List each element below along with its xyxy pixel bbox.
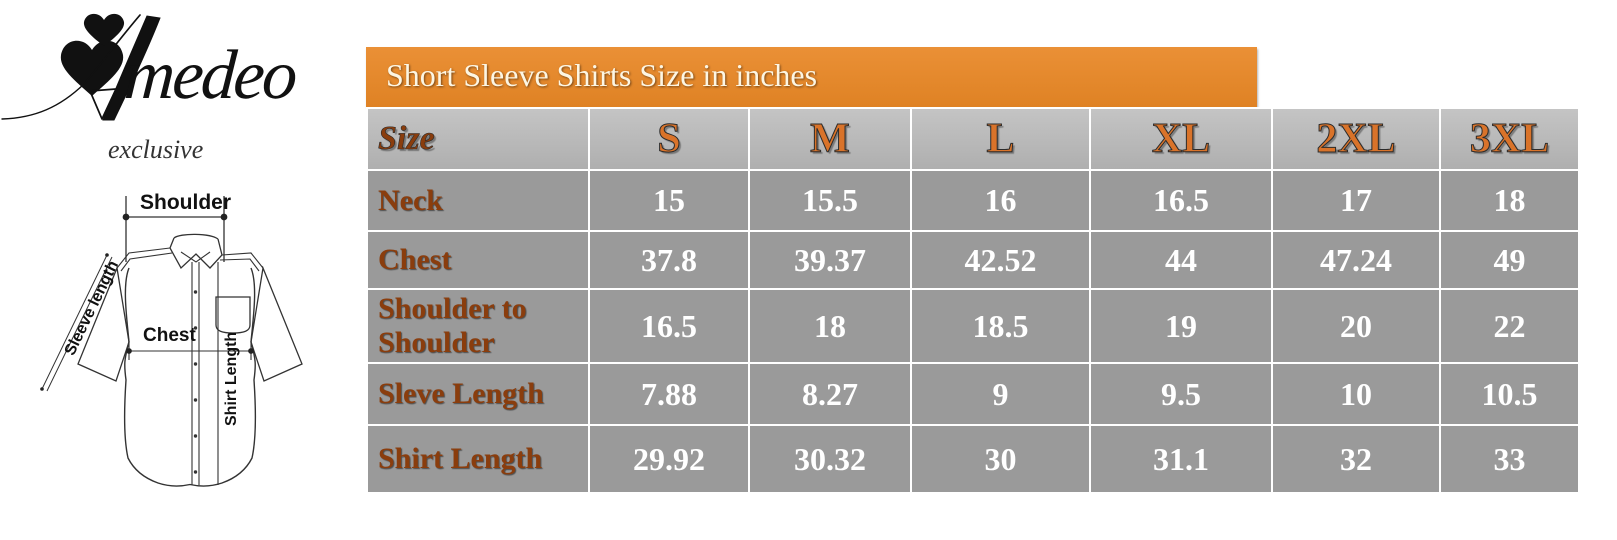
svg-text:Shoulder: Shoulder xyxy=(140,191,231,214)
svg-text:exclusive: exclusive xyxy=(108,135,203,164)
svg-text:Chest: Chest xyxy=(143,325,196,346)
svg-text:Sleeve length: Sleeve length xyxy=(62,258,123,358)
svg-text:Shirt Length: Shirt Length xyxy=(223,332,240,426)
svg-text:medeo: medeo xyxy=(122,37,298,114)
